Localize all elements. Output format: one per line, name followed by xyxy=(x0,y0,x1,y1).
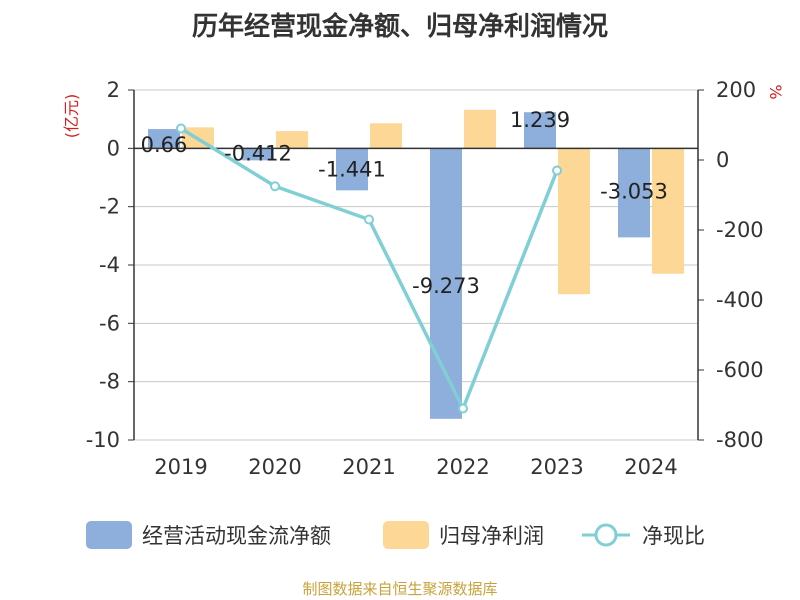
bar-cash-flow xyxy=(524,112,556,149)
y-left-tick-label: 0 xyxy=(107,136,120,160)
y-left-unit-label: (亿元) xyxy=(62,94,81,139)
chart-title: 历年经营现金净额、归母净利润情况 xyxy=(191,12,608,42)
bar-net-profit xyxy=(276,131,308,149)
point-ratio xyxy=(364,214,374,225)
y-right-tick-label: 0 xyxy=(716,148,729,172)
point-ratio xyxy=(552,165,562,176)
data-label-cash-flow: 1.239 xyxy=(510,108,570,132)
point-ratio xyxy=(458,403,468,414)
y-right-tick-label: -600 xyxy=(716,358,764,382)
bar-net-profit xyxy=(370,123,402,149)
x-tick-label: 2019 xyxy=(154,455,207,479)
x-tick-label: 2020 xyxy=(248,455,301,479)
y-left-tick-label: 2 xyxy=(107,78,120,102)
point-ratio xyxy=(176,123,186,134)
bar-net-profit xyxy=(558,148,590,295)
data-label-cash-flow: -1.441 xyxy=(318,157,386,181)
data-label-cash-flow: -0.412 xyxy=(224,141,292,165)
legend-label-net-profit: 归母净利润 xyxy=(439,524,544,548)
bar-cash-flow xyxy=(148,129,180,149)
bar-cash-flow xyxy=(618,148,650,238)
bar-cash-flow xyxy=(336,148,368,191)
chart-legend: 经营活动现金流净额 归母净利润 净现比 xyxy=(0,517,800,553)
legend-swatch-net-profit xyxy=(383,521,429,549)
y-right-tick-label: 200 xyxy=(716,78,756,102)
x-tick-label: 2022 xyxy=(436,455,489,479)
legend-item-cash-flow[interactable]: 经营活动现金流净额 xyxy=(86,517,331,553)
y-left-tick-label: -8 xyxy=(99,370,120,394)
x-tick-label: 2024 xyxy=(624,455,677,479)
legend-swatch-ratio xyxy=(582,523,630,547)
legend-swatch-cash-flow xyxy=(86,521,132,549)
y-right-tick-label: -400 xyxy=(716,288,764,312)
bar-net-profit xyxy=(464,109,496,149)
x-tick-label: 2023 xyxy=(530,455,583,479)
y-right-unit-label: % xyxy=(766,84,785,99)
y-left-tick-label: -2 xyxy=(99,195,120,219)
data-label-cash-flow: -9.273 xyxy=(412,274,480,298)
y-left-tick-label: -10 xyxy=(86,428,120,452)
legend-label-ratio: 净现比 xyxy=(642,524,705,548)
y-right-tick-label: -200 xyxy=(716,218,764,242)
data-label-cash-flow: -3.053 xyxy=(600,179,668,203)
y-right-tick-label: -800 xyxy=(716,428,764,452)
data-label-cash-flow: 0.66 xyxy=(141,133,188,157)
legend-label-cash-flow: 经营活动现金流净额 xyxy=(142,524,331,548)
point-ratio xyxy=(270,181,280,192)
y-left-tick-label: -6 xyxy=(99,311,120,335)
y-left-tick-label: -4 xyxy=(99,253,120,277)
bar-cash-flow xyxy=(242,148,274,161)
bar-net-profit xyxy=(652,148,684,274)
legend-item-net-profit[interactable]: 归母净利润 xyxy=(383,517,544,553)
data-source-note: 制图数据来自恒生聚源数据库 xyxy=(302,580,498,598)
legend-item-ratio[interactable]: 净现比 xyxy=(580,517,705,553)
x-tick-label: 2021 xyxy=(342,455,395,479)
